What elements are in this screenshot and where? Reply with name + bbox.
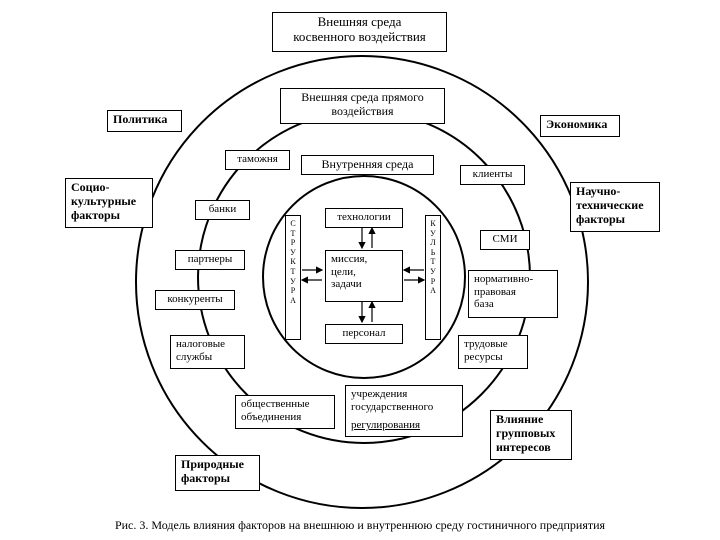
economy-text: Экономика xyxy=(546,117,607,131)
header-inner-text: Внутренняя среда xyxy=(322,157,414,171)
box-partners: партнеры xyxy=(175,250,245,270)
core-center-l2: цели, xyxy=(331,266,397,279)
partners-text: партнеры xyxy=(188,253,233,265)
vertical-culture: КУЛЬТУРА xyxy=(425,215,441,340)
box-customs: таможня xyxy=(225,150,290,170)
box-competitors: конкуренты xyxy=(155,290,235,310)
socio-l2: культурные xyxy=(71,195,147,209)
govreg-l1: учреждения xyxy=(351,388,457,401)
socio-l3: факторы xyxy=(71,209,147,223)
box-associations: общественные объединения xyxy=(235,395,335,429)
core-bottom: персонал xyxy=(325,324,403,344)
box-banks: банки xyxy=(195,200,250,220)
header-mid-line1: Внешняя среда прямого xyxy=(286,91,439,105)
box-legal: нормативно- правовая база xyxy=(468,270,558,318)
header-mid-env: Внешняя среда прямого воздействия xyxy=(280,88,445,124)
assoc-l2: объединения xyxy=(241,411,329,424)
box-media: СМИ xyxy=(480,230,530,250)
core-top-text: технологии xyxy=(337,211,391,223)
core-center: миссия, цели, задачи xyxy=(325,250,403,302)
assoc-l1: общественные xyxy=(241,398,329,411)
socio-l1: Социо- xyxy=(71,181,147,195)
diagram-stage: Внешняя среда косвенного воздействия Вне… xyxy=(0,0,720,540)
labor-l1: трудовые xyxy=(464,338,522,351)
box-tax: налоговые службы xyxy=(170,335,245,369)
header-mid-line2: воздействия xyxy=(286,105,439,119)
header-outer-line2: косвенного воздействия xyxy=(278,30,441,45)
header-inner-env: Внутренняя среда xyxy=(301,155,434,175)
group-l3: интересов xyxy=(496,441,566,455)
header-outer-env: Внешняя среда косвенного воздействия xyxy=(272,12,447,52)
govreg-l3: регулирования xyxy=(351,419,457,432)
tax-l2: службы xyxy=(176,351,239,364)
caption-text: Рис. 3. Модель влияния факторов на внешн… xyxy=(115,518,605,532)
box-clients: клиенты xyxy=(460,165,525,185)
sci-l3: факторы xyxy=(576,213,654,227)
group-l2: групповых xyxy=(496,427,566,441)
core-bottom-text: персонал xyxy=(342,327,385,339)
govreg-l2: государственного xyxy=(351,401,457,414)
box-economy: Экономика xyxy=(540,115,620,137)
core-top: технологии xyxy=(325,208,403,228)
header-outer-line1: Внешняя среда xyxy=(278,15,441,30)
group-l1: Влияние xyxy=(496,413,566,427)
vertical-structure: СТРУКТУРА xyxy=(285,215,301,340)
box-gov-regulation: учреждения государственного регулировани… xyxy=(345,385,463,437)
box-nature: Природные факторы xyxy=(175,455,260,491)
banks-text: банки xyxy=(209,203,237,215)
sci-l2: технические xyxy=(576,199,654,213)
politics-text: Политика xyxy=(113,112,167,126)
core-center-l1: миссия, xyxy=(331,253,397,266)
box-science: Научно- технические факторы xyxy=(570,182,660,232)
legal-l3: база xyxy=(474,298,552,311)
competitors-text: конкуренты xyxy=(167,293,222,305)
box-socio: Социо- культурные факторы xyxy=(65,178,153,228)
media-text: СМИ xyxy=(492,233,517,245)
clients-text: клиенты xyxy=(473,168,513,180)
box-labor: трудовые ресурсы xyxy=(458,335,528,369)
figure-caption: Рис. 3. Модель влияния факторов на внешн… xyxy=(0,518,720,533)
customs-text: таможня xyxy=(237,153,278,165)
legal-l2: правовая xyxy=(474,286,552,299)
sci-l1: Научно- xyxy=(576,185,654,199)
tax-l1: налоговые xyxy=(176,338,239,351)
core-center-l3: задачи xyxy=(331,278,397,291)
box-group-interests: Влияние групповых интересов xyxy=(490,410,572,460)
labor-l2: ресурсы xyxy=(464,351,522,364)
nature-l2: факторы xyxy=(181,472,254,486)
legal-l1: нормативно- xyxy=(474,273,552,286)
box-politics: Политика xyxy=(107,110,182,132)
nature-l1: Природные xyxy=(181,458,254,472)
